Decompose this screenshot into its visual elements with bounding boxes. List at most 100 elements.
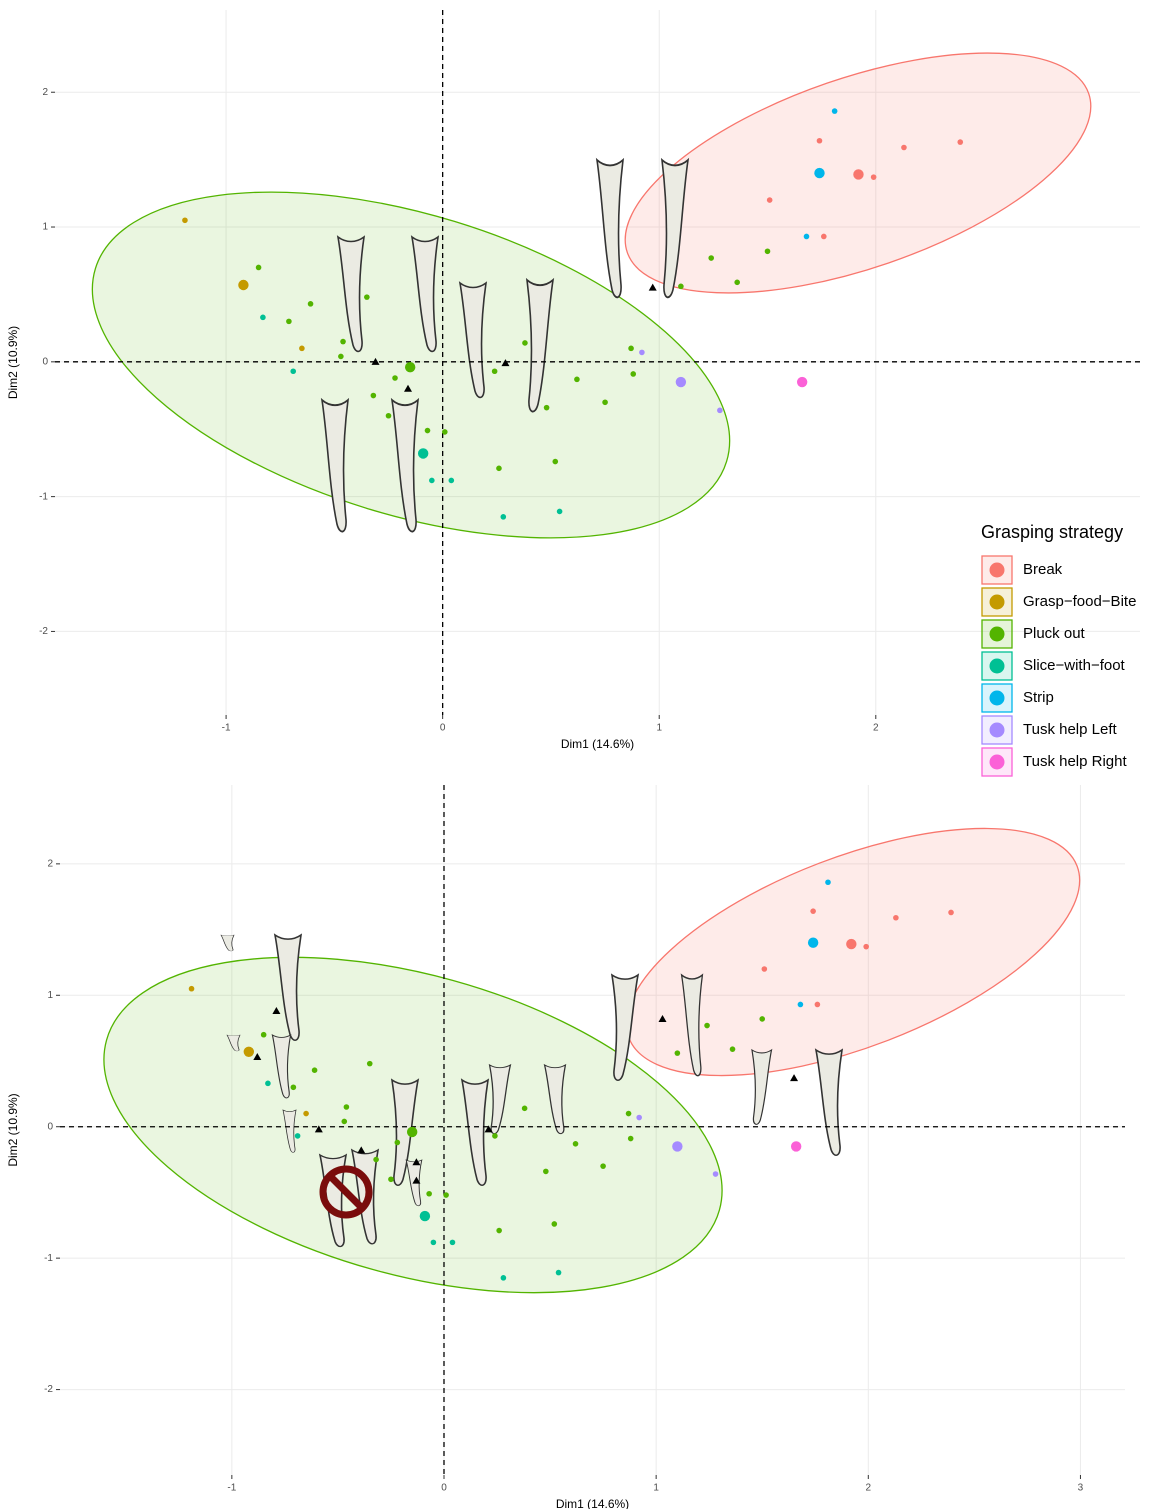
legend-label: Slice−with−foot [1023, 657, 1126, 674]
point [255, 264, 262, 271]
point [491, 368, 498, 375]
point [625, 1110, 632, 1117]
point [429, 477, 435, 484]
point [500, 514, 507, 520]
point [674, 1050, 681, 1056]
point [863, 943, 869, 950]
legend-dot [989, 690, 1005, 706]
point [500, 1275, 507, 1281]
point [572, 1141, 579, 1147]
point [442, 429, 448, 435]
prohibition-circle [319, 1165, 373, 1219]
point [392, 375, 398, 381]
y-tick-label: -1 [39, 491, 48, 502]
legend-key [981, 587, 1013, 617]
legend-dot [989, 594, 1005, 610]
ellipse [103, 956, 723, 1294]
point [340, 338, 346, 345]
tusk [596, 159, 624, 299]
y-tick-label: 1 [42, 222, 48, 233]
point [522, 340, 528, 346]
centroid [796, 376, 808, 388]
point [639, 349, 645, 356]
point [299, 345, 305, 352]
legend-dot [989, 722, 1005, 738]
point [449, 1239, 456, 1246]
centroid [846, 938, 857, 950]
x-axis-title: Dim1 (14.6%) [556, 1497, 629, 1509]
tusk [220, 934, 235, 952]
point [430, 1239, 437, 1246]
centroid [814, 167, 825, 179]
point [182, 217, 188, 224]
point [385, 412, 392, 419]
point [574, 376, 580, 383]
point [761, 966, 768, 972]
y-tick-label: 2 [47, 858, 53, 869]
triangle-marker [404, 384, 413, 392]
point [543, 404, 550, 411]
point [803, 233, 810, 240]
point [188, 985, 195, 992]
y-axis-title: Dim2 (10.9%) [6, 326, 20, 399]
point [630, 371, 637, 377]
legend-label: Strip [1023, 689, 1054, 706]
x-axis-title: Dim1 (14.6%) [561, 737, 634, 751]
point [704, 1022, 710, 1029]
point [343, 1104, 350, 1110]
point [424, 427, 431, 434]
tusk [751, 1049, 773, 1125]
point [948, 909, 954, 916]
point [810, 908, 816, 914]
legend-title: Grasping strategy [981, 522, 1123, 542]
centroid [417, 448, 429, 459]
centroid [419, 1210, 431, 1222]
point [290, 368, 297, 375]
point [370, 392, 377, 399]
point [729, 1046, 736, 1052]
x-tick-label: 0 [440, 723, 446, 734]
triangle-marker [253, 1053, 262, 1061]
point [521, 1105, 528, 1112]
point [366, 1060, 373, 1067]
point [260, 1031, 267, 1038]
triangle-marker [412, 1176, 421, 1184]
x-tick-label: 2 [873, 723, 879, 734]
point [286, 318, 292, 325]
point [816, 137, 823, 144]
x-tick-label: 1 [656, 723, 662, 734]
triangle-marker [272, 1007, 281, 1015]
triangle-marker [658, 1014, 667, 1022]
x-tick-label: 3 [1078, 1483, 1084, 1494]
legend-dot [989, 658, 1005, 674]
x-tick-label: 0 [441, 1483, 447, 1494]
legend-dot [989, 562, 1005, 578]
point [556, 508, 563, 515]
point [307, 301, 314, 307]
centroid [853, 169, 864, 180]
centroid [243, 1046, 255, 1058]
y-tick-label: 1 [47, 990, 53, 1001]
point [628, 345, 634, 352]
y-tick-label: -1 [44, 1253, 53, 1264]
centroid [404, 362, 416, 373]
y-tick-label: 2 [42, 87, 48, 98]
point [759, 1016, 766, 1022]
point [870, 174, 877, 180]
triangle-marker [314, 1125, 323, 1133]
y-tick-label: 0 [42, 356, 48, 367]
triangle-marker [484, 1125, 493, 1133]
y-tick-label: -2 [44, 1384, 53, 1395]
point [265, 1080, 271, 1087]
triangle-marker [790, 1074, 799, 1082]
point [552, 458, 559, 465]
point [627, 1135, 634, 1142]
point [394, 1139, 401, 1146]
point [496, 465, 502, 472]
point [443, 1192, 449, 1198]
grid-layer: -1 0 1 2 -2 -1 0 1 2 Dim1 (14.6%) Dim2 (10.9%) -1 0 1… [6, 10, 1140, 1509]
point [717, 407, 723, 414]
triangle-marker [412, 1158, 421, 1166]
prohibition-sign [319, 1165, 373, 1219]
point [448, 477, 455, 484]
